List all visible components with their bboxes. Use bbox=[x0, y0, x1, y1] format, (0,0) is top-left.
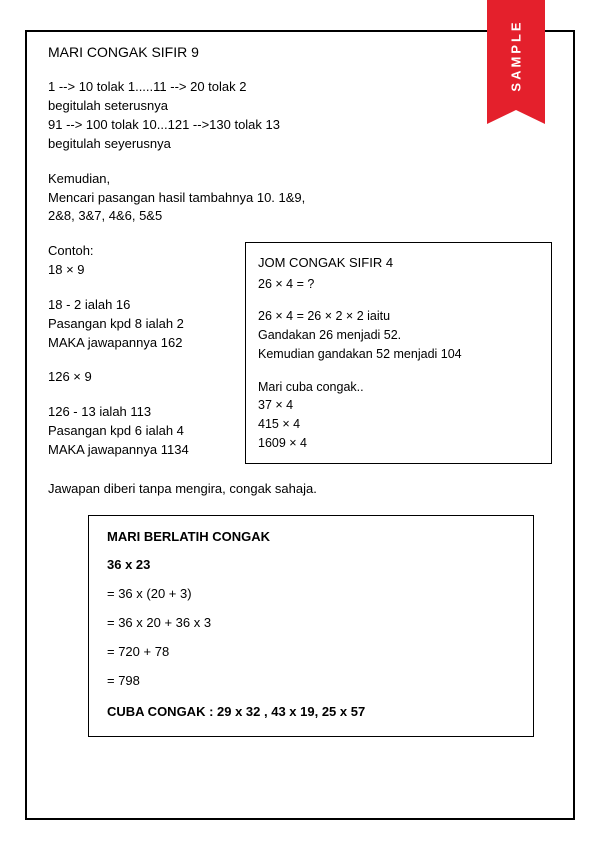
contoh2-line: MAKA jawapannya 1134 bbox=[48, 441, 223, 460]
sifir4-explain-line: Kemudian gandakan 52 menjadi 104 bbox=[258, 345, 539, 364]
contoh2-expression: 126 × 9 bbox=[48, 368, 223, 387]
contoh-label: Contoh: bbox=[48, 242, 223, 261]
sifir4-box: JOM CONGAK SIFIR 4 26 × 4 = ? 26 × 4 = 2… bbox=[245, 242, 552, 464]
sifir4-try-item: 415 × 4 bbox=[258, 415, 539, 434]
sifir4-try-header: Mari cuba congak.. bbox=[258, 378, 539, 397]
main-title: MARI CONGAK SIFIR 9 bbox=[48, 42, 552, 62]
sifir4-question: 26 × 4 = ? bbox=[258, 275, 539, 294]
contoh2-line: 126 - 13 ialah 113 bbox=[48, 403, 223, 422]
sifir4-try-item: 1609 × 4 bbox=[258, 434, 539, 453]
two-column-section: Contoh: 18 × 9 18 - 2 ialah 16 Pasangan … bbox=[48, 242, 552, 472]
practice-cuba: CUBA CONGAK : 29 x 32 , 43 x 19, 25 x 57 bbox=[107, 703, 515, 722]
sifir4-explain-line: 26 × 4 = 26 × 2 × 2 iaitu bbox=[258, 307, 539, 326]
ribbon-text: SAMPLE bbox=[509, 19, 524, 91]
document-content: MARI CONGAK SIFIR 9 1 --> 10 tolak 1....… bbox=[48, 42, 552, 808]
kemudian-line: Mencari pasangan hasil tambahnya 10. 1&9… bbox=[48, 189, 552, 208]
practice-step: = 798 bbox=[107, 672, 515, 691]
contoh1-working: 18 - 2 ialah 16 Pasangan kpd 8 ialah 2 M… bbox=[48, 296, 223, 353]
practice-expression: 36 x 23 bbox=[107, 556, 515, 575]
kemudian-line: 2&8, 3&7, 4&6, 5&5 bbox=[48, 207, 552, 226]
sifir4-try-item: 37 × 4 bbox=[258, 396, 539, 415]
practice-title: MARI BERLATIH CONGAK bbox=[107, 528, 515, 547]
contoh1-line: Pasangan kpd 8 ialah 2 bbox=[48, 315, 223, 334]
sifir4-title: JOM CONGAK SIFIR 4 bbox=[258, 253, 539, 273]
footer-note: Jawapan diberi tanpa mengira, congak sah… bbox=[48, 480, 552, 499]
kemudian-paragraph: Kemudian, Mencari pasangan hasil tambahn… bbox=[48, 170, 552, 227]
contoh1-line: MAKA jawapannya 162 bbox=[48, 334, 223, 353]
intro-paragraph: 1 --> 10 tolak 1.....11 --> 20 tolak 2 b… bbox=[48, 78, 552, 153]
contoh-header-block: Contoh: 18 × 9 bbox=[48, 242, 223, 280]
intro-line: begitulah seyerusnya bbox=[48, 135, 552, 154]
left-column: Contoh: 18 × 9 18 - 2 ialah 16 Pasangan … bbox=[48, 242, 223, 472]
intro-line: 91 --> 100 tolak 10...121 -->130 tolak 1… bbox=[48, 116, 552, 135]
contoh2-line: Pasangan kpd 6 ialah 4 bbox=[48, 422, 223, 441]
practice-step: = 720 + 78 bbox=[107, 643, 515, 662]
contoh2-working: 126 - 13 ialah 113 Pasangan kpd 6 ialah … bbox=[48, 403, 223, 460]
ribbon-body: SAMPLE bbox=[487, 0, 545, 110]
contoh1-expression: 18 × 9 bbox=[48, 261, 223, 280]
practice-box: MARI BERLATIH CONGAK 36 x 23 = 36 x (20 … bbox=[88, 515, 534, 737]
kemudian-line: Kemudian, bbox=[48, 170, 552, 189]
sifir4-explain-line: Gandakan 26 menjadi 52. bbox=[258, 326, 539, 345]
intro-line: 1 --> 10 tolak 1.....11 --> 20 tolak 2 bbox=[48, 78, 552, 97]
sample-ribbon: SAMPLE bbox=[487, 0, 545, 110]
contoh1-line: 18 - 2 ialah 16 bbox=[48, 296, 223, 315]
contoh2-expression-block: 126 × 9 bbox=[48, 368, 223, 387]
intro-line: begitulah seterusnya bbox=[48, 97, 552, 116]
practice-step: = 36 x (20 + 3) bbox=[107, 585, 515, 604]
practice-step: = 36 x 20 + 36 x 3 bbox=[107, 614, 515, 633]
